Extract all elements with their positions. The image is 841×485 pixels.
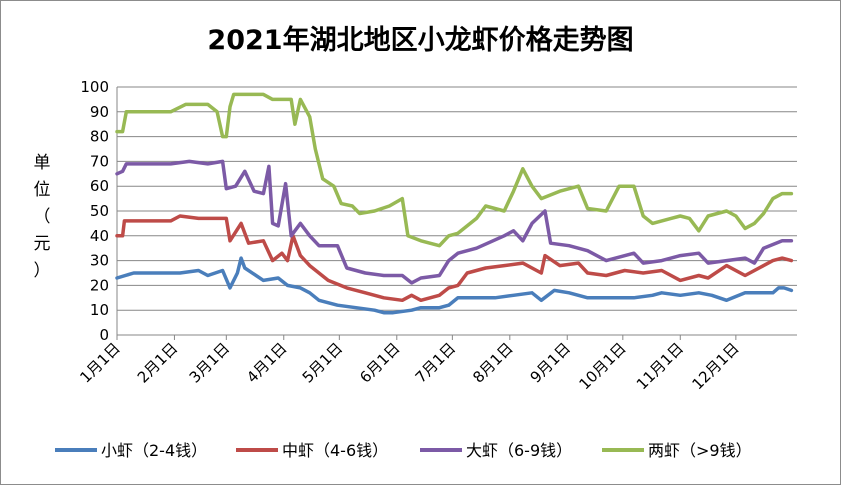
y-axis-label-char: ） (33, 261, 51, 281)
y-tick-label: 10 (90, 301, 109, 319)
y-tick-label: 40 (90, 227, 109, 245)
y-axis-label-char: 元 (33, 234, 51, 254)
legend-label-1: 小虾（2-4钱） (101, 441, 207, 460)
y-axis-label-char: 单 (33, 153, 51, 173)
y-axis-label-char: （ (33, 207, 51, 227)
series-line-4 (115, 92, 794, 248)
series-lines (115, 92, 794, 315)
x-tick-label: 3月1日 (186, 339, 233, 386)
legend-label-4: 两虾（>9钱） (648, 441, 752, 460)
y-axis-label: 单位 （ 元 ） (30, 150, 54, 285)
series-line-3 (115, 159, 794, 285)
x-tick-label: 5月1日 (299, 339, 346, 386)
x-tick-label: 4月1日 (243, 339, 290, 386)
x-tick-label: 11月1日 (633, 339, 687, 393)
y-tick-labels: 0 10 20 30 40 50 60 70 80 90 100 (80, 78, 109, 344)
x-tick-label: 7月1日 (412, 339, 459, 386)
x-tick-labels: 1月1日 2月1日 3月1日 4月1日 5月1日 6月1日 7月1日 8月1日 9月1日 10月1… (76, 339, 742, 393)
y-tick-label: 100 (80, 78, 109, 96)
x-tick-label: 6月1日 (356, 339, 403, 386)
y-tick-label: 20 (90, 276, 109, 294)
x-tick-label: 10月1日 (575, 339, 629, 393)
series-line-1 (115, 256, 794, 315)
y-tick-label: 80 (90, 128, 109, 146)
x-tick-label: 12月1日 (688, 339, 742, 393)
y-tick-label: 70 (90, 152, 109, 170)
series-line-2 (115, 214, 794, 303)
y-tick-label: 60 (90, 177, 109, 195)
legend-label-3: 大虾（6-9钱） (466, 441, 572, 460)
axes (116, 87, 797, 340)
x-tick-label: 1月1日 (76, 339, 123, 386)
y-axis-label-char: 位 (33, 180, 51, 200)
y-tick-label: 50 (90, 202, 109, 220)
legend-label-2: 中虾（4-6钱） (282, 441, 388, 460)
x-tick-label: 2月1日 (134, 339, 181, 386)
y-tick-label: 30 (90, 252, 109, 270)
y-tick-label: 0 (99, 326, 109, 344)
y-tick-label: 90 (90, 103, 109, 121)
chart-title: 2021年湖北地区小龙虾价格走势图 (207, 25, 634, 56)
x-tick-label: 8月1日 (469, 339, 516, 386)
legend: 小虾（2-4钱） 中虾（4-6钱） 大虾（6-9钱） 两虾（>9钱） (55, 441, 752, 460)
x-tick-label: 9月1日 (527, 339, 574, 386)
